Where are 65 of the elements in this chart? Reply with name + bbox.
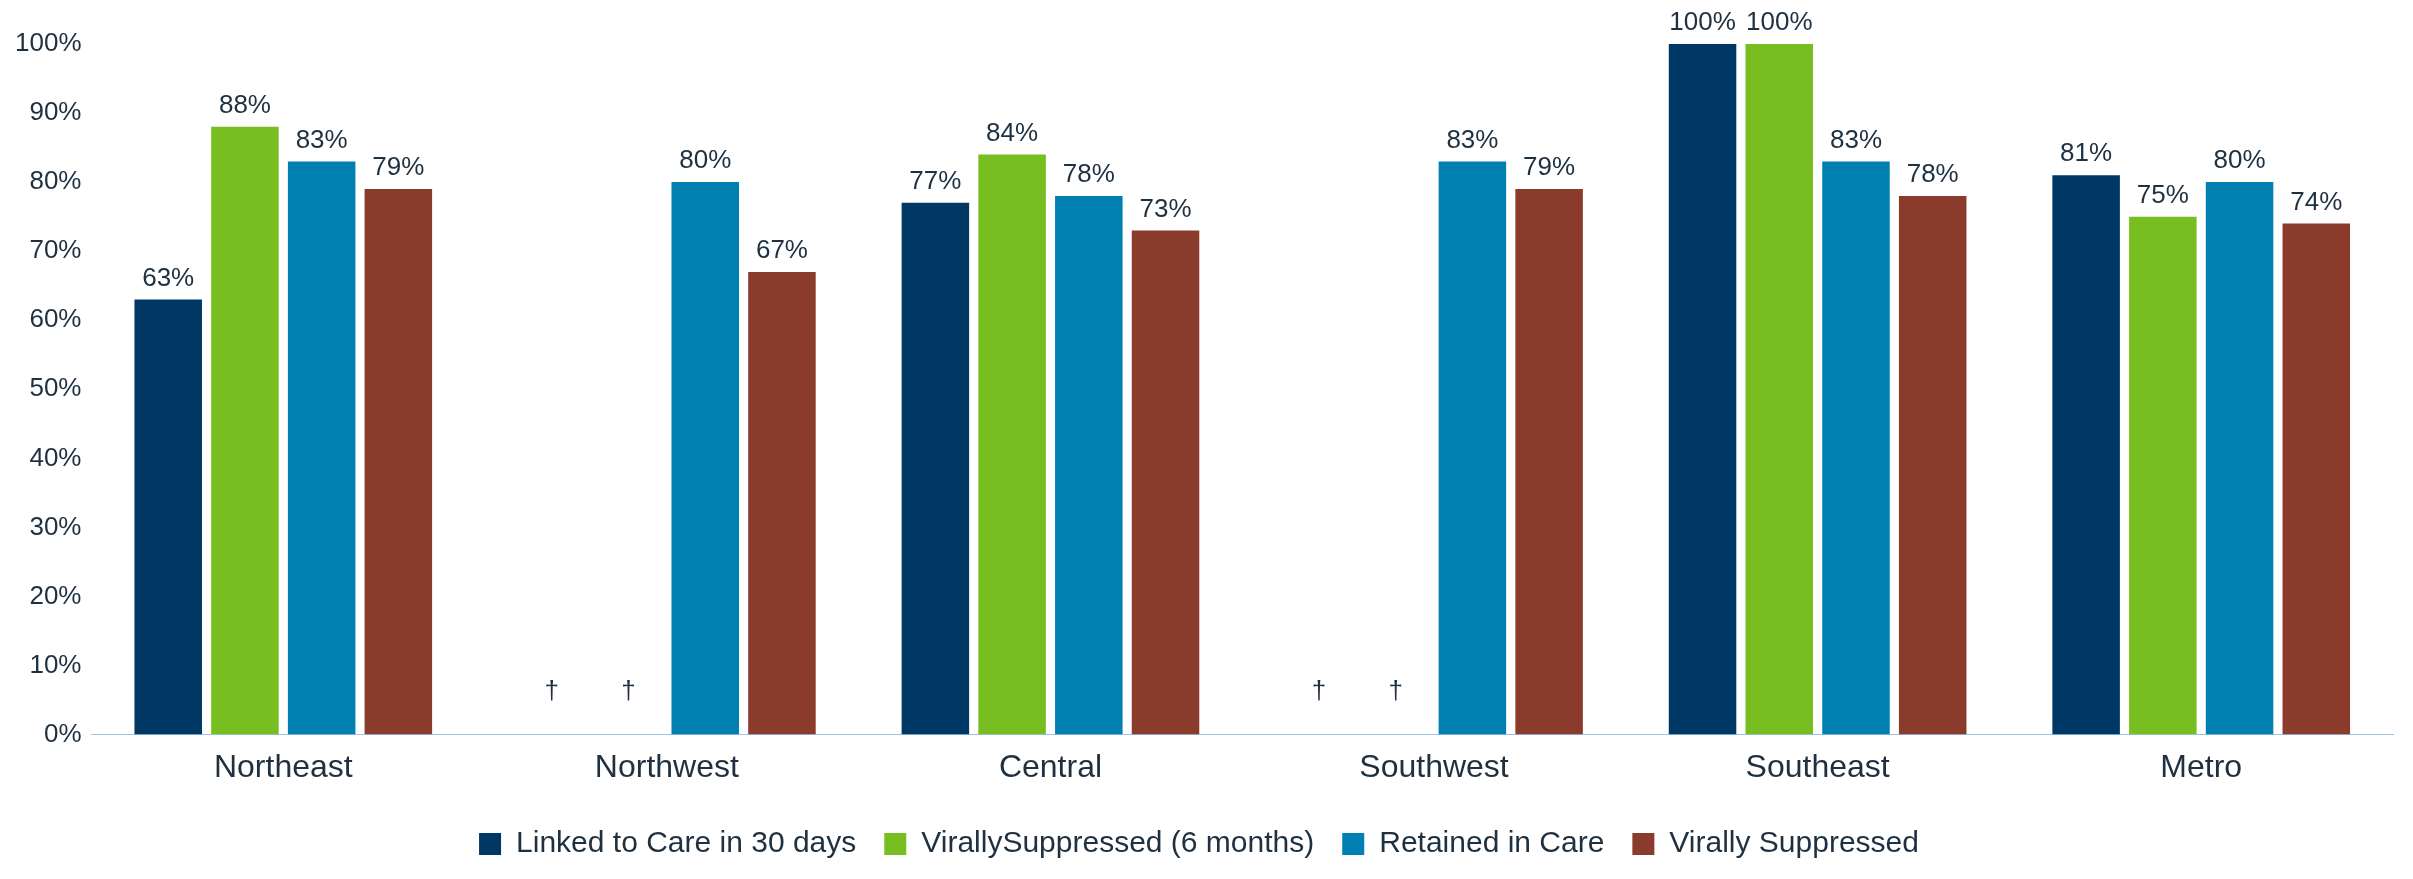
bar [211, 126, 279, 735]
x-tick-label: Metro [2160, 747, 2243, 784]
data-label: 73% [1139, 192, 1192, 223]
data-label: 88% [218, 89, 271, 120]
bar [1515, 189, 1583, 735]
y-tick-label: 30% [29, 510, 82, 541]
bar [1438, 161, 1507, 735]
legend-label: VirallySuppressed (6 months) [921, 825, 1315, 859]
data-label: 84% [986, 116, 1039, 147]
bar [2052, 175, 2120, 735]
y-tick-label: 90% [29, 96, 82, 127]
bar [134, 299, 202, 735]
data-label: 67% [755, 234, 808, 265]
text: † [621, 674, 636, 705]
bar [1898, 195, 1967, 735]
text: † [1388, 674, 1403, 705]
bar [2282, 223, 2351, 735]
bar [2205, 182, 2274, 735]
data-label: 74% [2290, 185, 2343, 216]
data-label: 63% [142, 261, 195, 292]
data-label: 83% [295, 123, 348, 154]
data-label: 80% [679, 144, 732, 175]
data-label: 79% [372, 151, 425, 182]
y-tick-label: 40% [29, 441, 82, 472]
data-label: 75% [2136, 178, 2189, 209]
bar [1131, 230, 1200, 735]
legend-label: Linked to Care in 30 days [516, 825, 857, 859]
data-label: 77% [909, 165, 962, 196]
y-tick-label: 10% [29, 648, 82, 679]
x-tick-label: Northeast [213, 747, 353, 784]
bar [1055, 195, 1123, 735]
y-tick-label: 100% [15, 27, 82, 58]
bar [901, 202, 970, 735]
x-tick-label: Central [998, 747, 1103, 784]
data-label: 81% [2060, 137, 2113, 168]
bar [2129, 216, 2197, 735]
bar [671, 182, 739, 735]
data-label: 83% [1446, 123, 1499, 154]
y-tick-label: 20% [29, 579, 82, 610]
text: † [1311, 674, 1327, 705]
x-tick-label: Southwest [1359, 747, 1509, 784]
data-label: 78% [1906, 158, 1959, 189]
data-label: 100% [1669, 6, 1736, 37]
data-label: 100% [1746, 6, 1813, 37]
legend-label: Retained in Care [1379, 825, 1605, 859]
y-tick-label: 0% [43, 717, 82, 748]
data-label: 78% [1062, 158, 1115, 189]
text: † [544, 674, 560, 705]
bar [1822, 161, 1890, 735]
bar [287, 161, 356, 735]
y-tick-label: 60% [29, 303, 82, 334]
y-tick-label: 80% [29, 165, 82, 196]
x-tick-label: Northwest [594, 747, 740, 784]
bar [364, 189, 433, 735]
x-tick-label: Southeast [1745, 747, 1890, 784]
legend-label: Virally Suppressed [1669, 825, 1919, 859]
y-tick-label: 50% [29, 372, 82, 403]
data-label: 80% [2213, 144, 2266, 175]
bar [748, 271, 816, 735]
bar [978, 154, 1046, 735]
bar [1745, 44, 1814, 735]
bar [1668, 44, 1737, 735]
y-tick-label: 70% [29, 234, 82, 265]
data-label: 79% [1523, 151, 1576, 182]
data-label: 83% [1829, 123, 1883, 154]
